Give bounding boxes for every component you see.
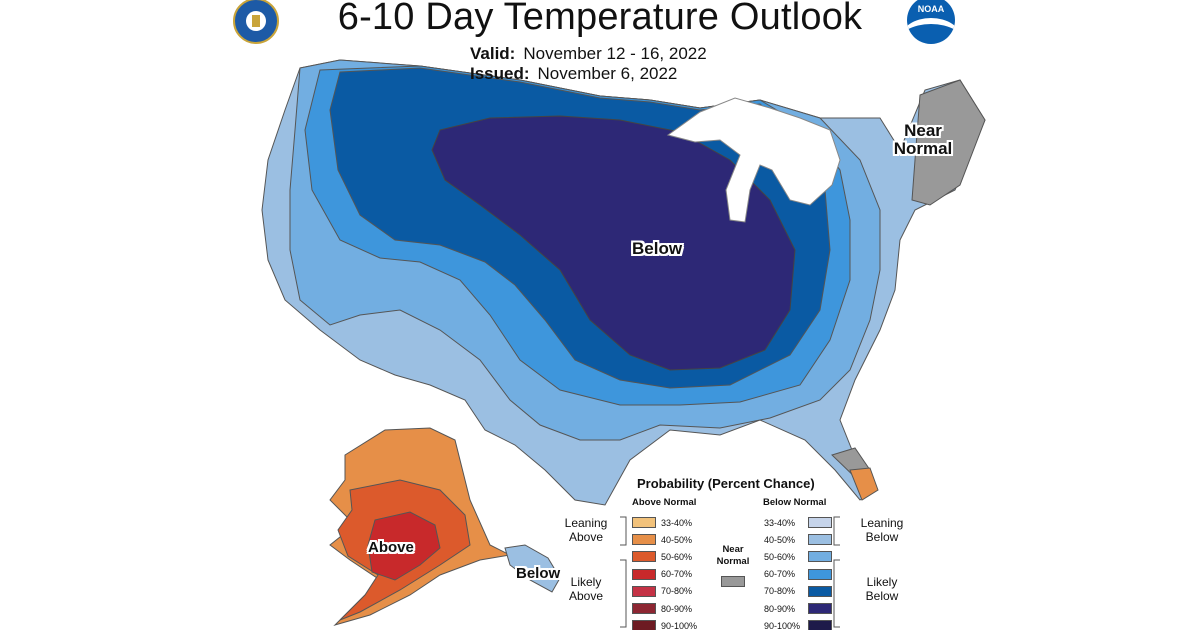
- legend-above-range: 70-80%: [661, 586, 693, 597]
- florida-leaning-above-region: [849, 467, 879, 501]
- alaska-below-label: Below: [516, 565, 561, 582]
- likely-below-line1: Likely: [866, 575, 898, 589]
- legend-above-range: 50-60%: [661, 551, 693, 562]
- leaning-above-line2: Above: [568, 530, 604, 545]
- legend-likely-above: Likely Above: [556, 575, 616, 604]
- valid-dates: Valid: November 12 - 16, 2022: [470, 44, 707, 64]
- likely-below-line2: Below: [865, 589, 899, 604]
- legend-below-range: 90-100%: [764, 620, 801, 630]
- legend-leaning-above: Leaning Above: [556, 516, 616, 545]
- legend-below-range: 80-90%: [764, 603, 796, 614]
- near-header-line2: Normal: [716, 555, 750, 567]
- legend-above-swatch: [632, 517, 656, 528]
- legend-above-swatch: [632, 534, 656, 546]
- page-title: 6-10 Day Temperature Outlook: [337, 0, 863, 38]
- issued-value: November 6, 2022: [537, 64, 678, 83]
- legend-below-range: 33-40%: [764, 517, 796, 528]
- legend-near-normal-header: Near Normal: [710, 544, 756, 568]
- legend-below-header: Below Normal: [763, 497, 827, 508]
- great-lakes: [666, 97, 841, 223]
- near-normal-label: Near Normal: [888, 122, 958, 158]
- legend-below-range: 40-50%: [764, 534, 796, 545]
- legend-above-range: 80-90%: [661, 603, 693, 614]
- legend-likely-below: Likely Below: [852, 575, 912, 604]
- near-header-line1: Near: [722, 544, 744, 555]
- valid-label: Valid:: [470, 44, 516, 63]
- legend-below-range: 50-60%: [764, 551, 796, 562]
- issued-label: Issued:: [470, 64, 530, 83]
- likely-above-line2: Above: [568, 589, 604, 604]
- near-normal-northeast-region: [911, 79, 986, 206]
- legend-above-swatch: [632, 603, 656, 614]
- valid-value: November 12 - 16, 2022: [523, 44, 707, 63]
- conus-below-label: Below: [632, 239, 683, 258]
- legend-above-range: 33-40%: [661, 517, 693, 528]
- alaska-likely-above-60-region: [367, 511, 441, 581]
- legend-above-range: 40-50%: [661, 534, 693, 545]
- conus-likely-below-80-region: [431, 115, 796, 371]
- legend-below-swatch: [808, 603, 832, 614]
- legend-below-swatch: [808, 551, 832, 563]
- legend-below-range: 60-70%: [764, 569, 796, 580]
- near-normal-line1: Near: [904, 121, 942, 140]
- legend-above-swatch: [632, 620, 656, 630]
- noaa-logo-icon: NOAA: [907, 0, 955, 44]
- legend-below-swatch: [808, 568, 832, 580]
- legend-above-header: Above Normal: [632, 497, 697, 508]
- legend-below-swatch: [808, 620, 832, 630]
- noaa-logo-text: NOAA: [917, 4, 945, 14]
- legend-above-range: 60-70%: [661, 569, 693, 580]
- legend-above-range: 90-100%: [661, 620, 698, 630]
- leaning-below-line2: Below: [865, 530, 899, 545]
- alaska-panhandle-below-region: [504, 544, 561, 593]
- legend-below-swatch: [808, 585, 832, 597]
- likely-above-line1: Likely: [570, 575, 602, 589]
- legend-above-swatch: [632, 568, 656, 580]
- legend-near-normal-swatch: [721, 576, 745, 587]
- commerce-seal-icon: [233, 0, 279, 44]
- leaning-above-line1: Leaning: [564, 516, 608, 530]
- legend-below-swatch: [808, 534, 832, 546]
- legend-below-range: 70-80%: [764, 586, 796, 597]
- alaska-above-label: Above: [368, 539, 414, 556]
- near-normal-line2: Normal: [893, 138, 953, 158]
- legend-below-swatch: [808, 517, 832, 528]
- legend-above-swatch: [632, 585, 656, 597]
- leaning-below-line1: Leaning: [860, 516, 904, 530]
- legend-leaning-below: Leaning Below: [852, 516, 912, 545]
- legend-above-swatch: [632, 551, 656, 563]
- legend-title: Probability (Percent Chance): [637, 476, 815, 491]
- issued-date: Issued: November 6, 2022: [470, 64, 677, 84]
